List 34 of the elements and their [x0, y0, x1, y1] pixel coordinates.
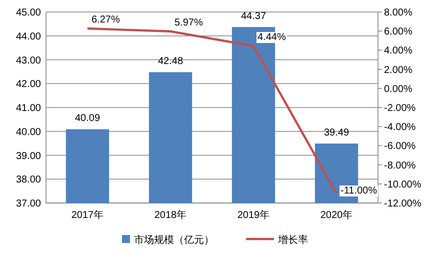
y-tick-label: 38.00: [16, 174, 42, 186]
y2-tick-label: -4.00%: [384, 122, 416, 134]
data-label: 39.49: [324, 128, 350, 139]
y-tick-label: 42.00: [16, 79, 42, 90]
data-label: 5.97%: [174, 17, 203, 28]
data-label: 44.37: [240, 11, 266, 22]
y2-tick-label: -8.00%: [384, 160, 416, 172]
x-tick-label: 2017年: [71, 209, 104, 221]
y2-tick-label: 6.00%: [384, 26, 412, 38]
y2-tick-label: 8.00%: [384, 8, 412, 18]
data-label: 42.48: [158, 56, 184, 68]
data-label: 6.27%: [92, 14, 120, 26]
y-tick-label: 43.00: [16, 55, 42, 66]
y2-tick-label: 2.00%: [384, 64, 412, 76]
y-tick-label: 37.00: [16, 198, 42, 210]
x-tick-label: 2019年: [237, 209, 270, 221]
legend-label: 增长率: [277, 234, 308, 246]
data-label: 4.44%: [258, 32, 286, 43]
y-tick-label: 45.00: [16, 8, 42, 18]
y2-tick-label: 0.00%: [384, 84, 412, 95]
data-label: -11.00%: [340, 185, 378, 196]
y-tick-label: 41.00: [16, 103, 42, 114]
x-tick-label: 2018年: [154, 209, 187, 221]
y2-tick-label: -2.00%: [384, 103, 416, 114]
legend-label: 市场规模（亿元）: [134, 234, 214, 246]
y2-tick-label: 4.00%: [384, 46, 412, 57]
y-tick-label: 40.00: [16, 126, 42, 138]
x-tick-label: 2020年: [320, 209, 353, 221]
y2-tick-label: -6.00%: [384, 141, 416, 152]
y-tick-label: 39.00: [16, 150, 42, 162]
y2-tick-label: -12.00%: [384, 198, 422, 210]
data-label: 40.09: [74, 113, 100, 124]
y-tick-label: 44.00: [16, 31, 42, 42]
y2-tick-label: -10.00%: [384, 179, 422, 190]
